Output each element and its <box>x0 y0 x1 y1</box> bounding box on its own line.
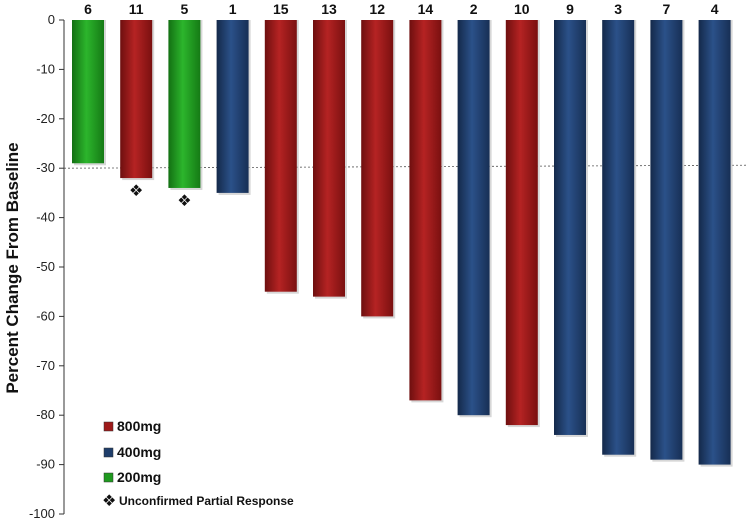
bar-5 <box>168 20 201 188</box>
category-label: 4 <box>711 1 719 17</box>
unconfirmed-markers: ❖❖ <box>129 183 192 210</box>
unconfirmed-legend-label: Unconfirmed Partial Response <box>119 494 294 508</box>
category-labels: 6 11 5 1 15 13 12 14 2 10 9 3 7 4 <box>84 1 719 17</box>
bar-1 <box>216 20 249 193</box>
legend-swatch-200mg <box>103 472 114 483</box>
category-label: 15 <box>273 1 289 17</box>
category-label: 10 <box>514 1 530 17</box>
category-label: 14 <box>418 1 434 17</box>
category-label: 5 <box>181 1 189 17</box>
bar-14 <box>409 20 442 401</box>
bar-6 <box>72 20 104 164</box>
legend-swatch-800mg <box>103 421 114 432</box>
bar-11 <box>120 20 153 179</box>
legend: 800mg 400mg 200mg❖ Unconfirmed Partial Resp… <box>102 418 294 510</box>
y-tick-label: 0 <box>48 12 55 27</box>
bar-3 <box>602 20 635 455</box>
bar-12 <box>361 20 394 317</box>
y-tick-label: -40 <box>36 210 55 225</box>
category-label: 6 <box>84 1 92 17</box>
unconfirmed-marker: ❖ <box>129 183 143 200</box>
y-axis-label: Percent Change From Baseline <box>3 142 22 393</box>
bar-10 <box>505 20 538 426</box>
y-tick-label: -90 <box>36 457 55 472</box>
category-label: 12 <box>369 1 385 17</box>
y-tick-label: -50 <box>36 259 55 274</box>
category-label: 3 <box>614 1 622 17</box>
legend-swatch-400mg <box>103 447 114 458</box>
y-tick-label: -100 <box>29 506 55 519</box>
category-label: 9 <box>566 1 574 17</box>
unconfirmed-legend-icon: ❖ <box>102 493 116 510</box>
bar-4 <box>698 20 731 465</box>
y-tick-label: -10 <box>36 61 55 76</box>
bar-2 <box>457 20 490 416</box>
y-tick-label: -30 <box>36 160 55 175</box>
y-tick-label: -70 <box>36 358 55 373</box>
bar-13 <box>313 20 345 297</box>
bar-15 <box>264 20 297 292</box>
bars <box>72 20 733 467</box>
category-label: 13 <box>321 1 337 17</box>
bar-9 <box>554 20 586 435</box>
bar-7 <box>650 20 683 460</box>
y-axis: 0 -10 -20 -30 -40 -50 -60 -70 -80 -90 -100 <box>29 12 65 519</box>
unconfirmed-marker: ❖ <box>177 193 191 210</box>
category-label: 1 <box>229 1 237 17</box>
category-label: 11 <box>129 1 144 17</box>
y-tick-label: -20 <box>36 111 55 126</box>
category-label: 7 <box>663 1 671 17</box>
y-tick-label: -60 <box>36 308 55 323</box>
reference-line <box>63 164 749 169</box>
legend-label: 800mg <box>117 418 161 434</box>
legend-label: 200mg <box>117 469 161 485</box>
legend-label: 400mg <box>117 444 161 460</box>
y-tick-label: -80 <box>36 407 55 422</box>
category-label: 2 <box>470 1 478 17</box>
threshold-line <box>63 164 749 169</box>
